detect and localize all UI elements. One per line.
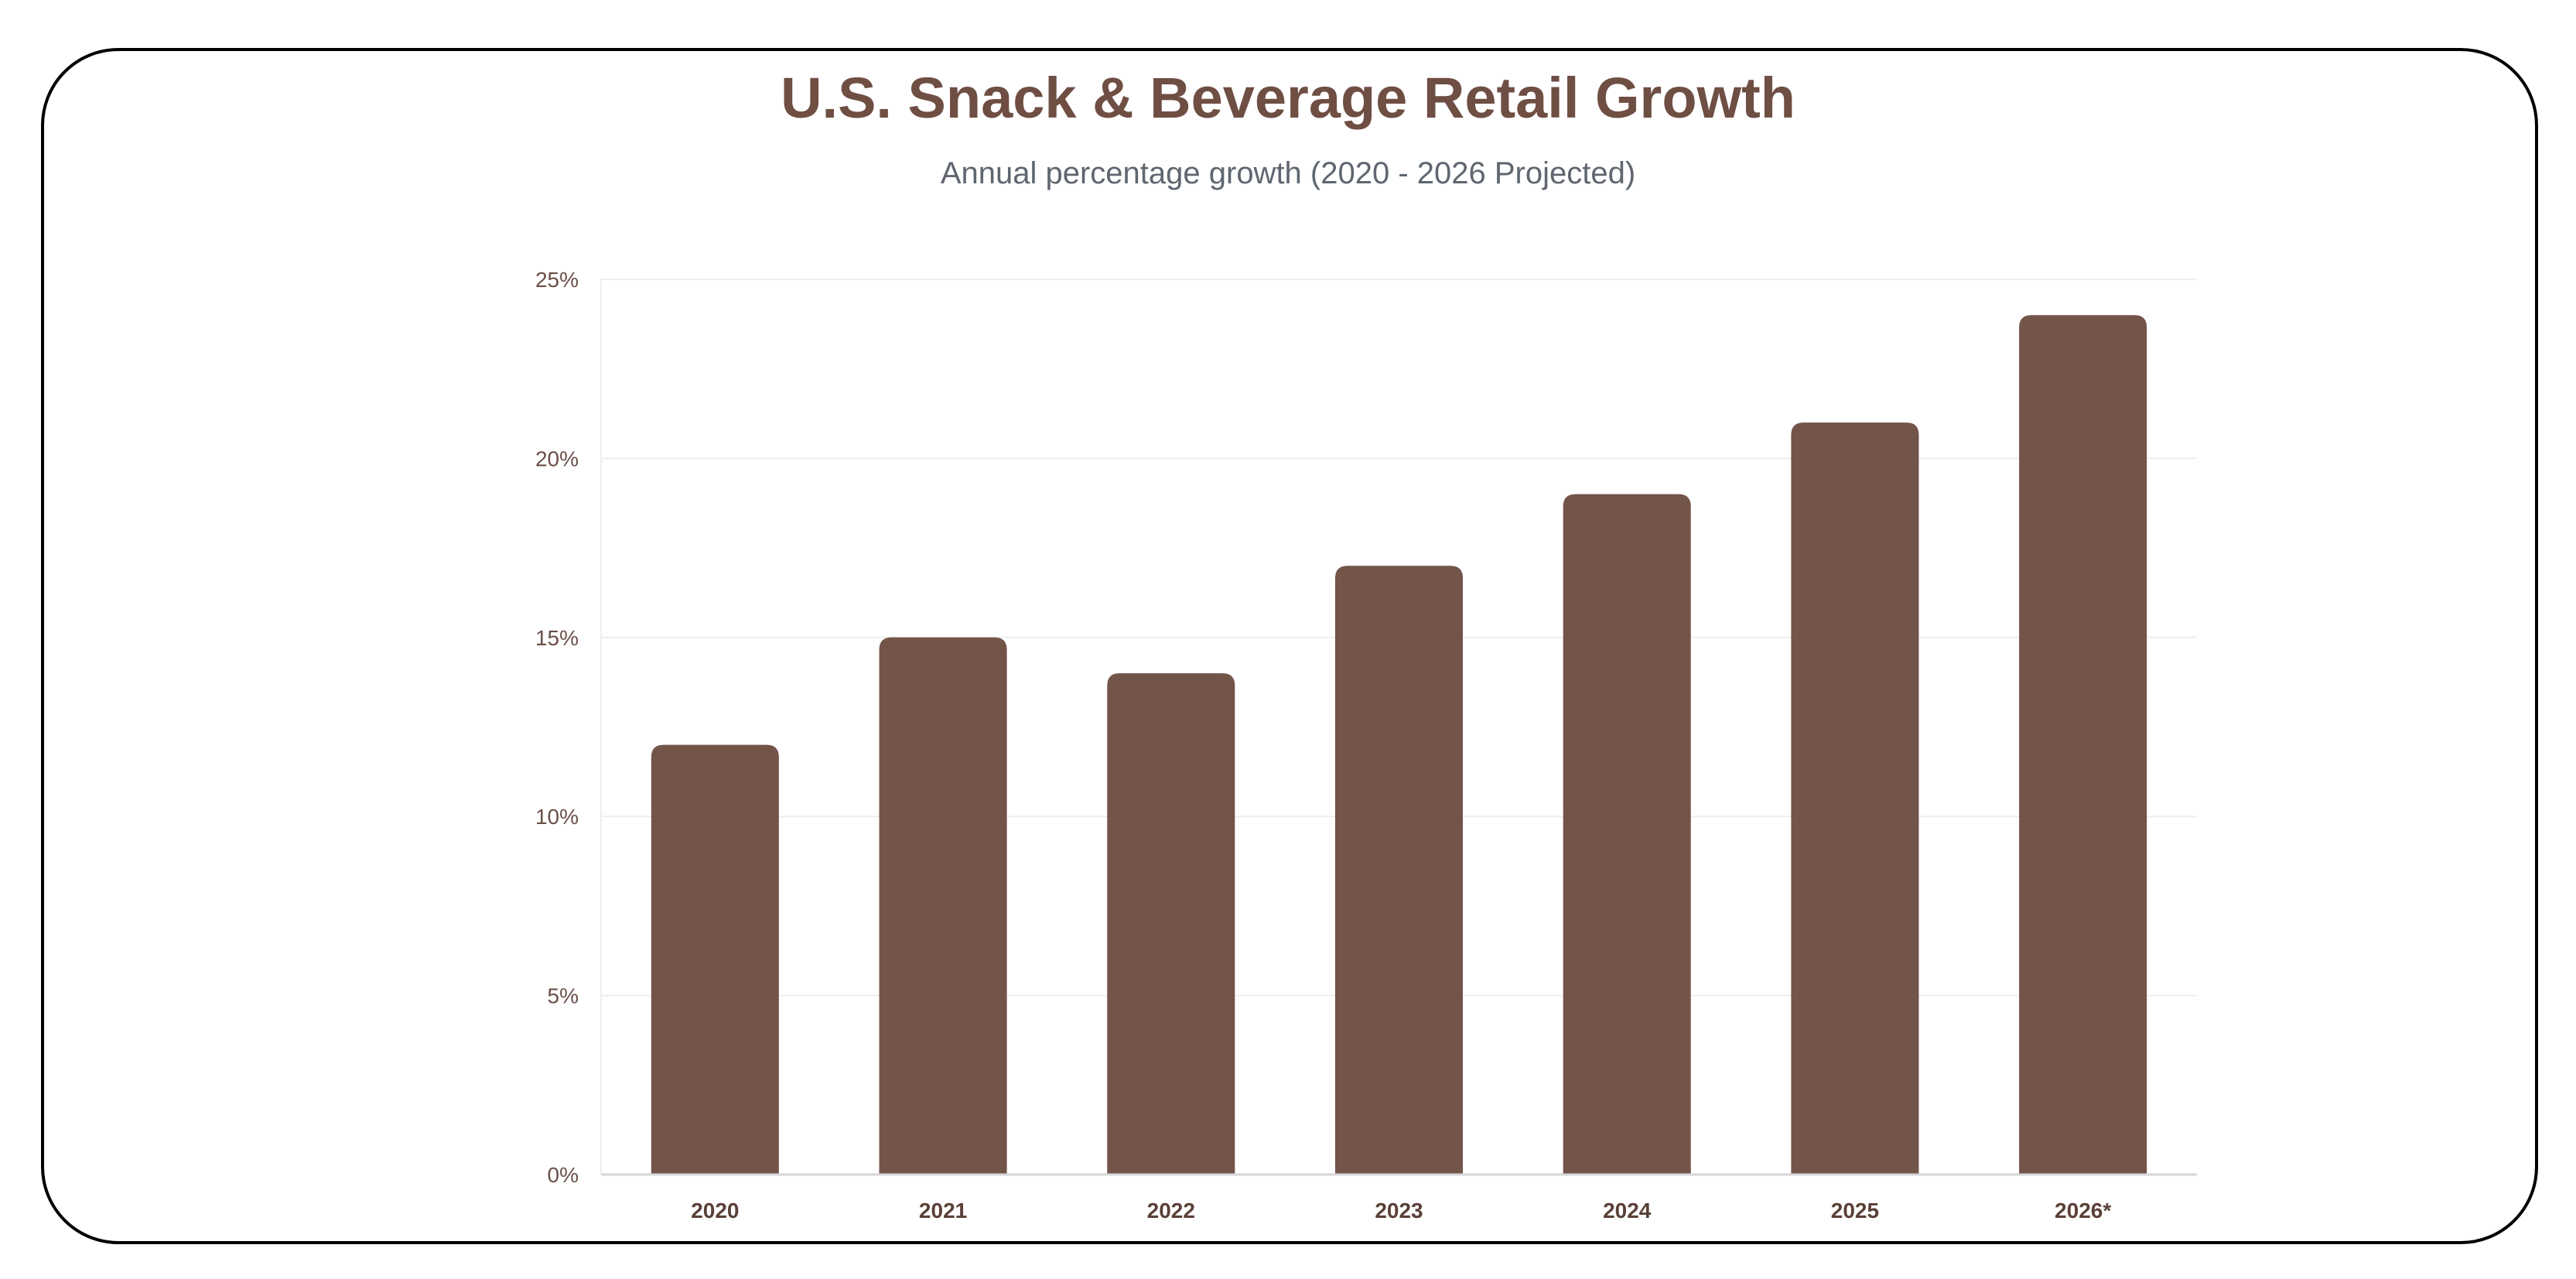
x-tick-label: 2020 — [691, 1199, 739, 1223]
y-tick-label: 15% — [535, 626, 579, 650]
bar — [2019, 315, 2147, 1175]
x-tick-label: 2022 — [1147, 1199, 1195, 1223]
x-tick-label: 2021 — [919, 1199, 967, 1223]
x-tick-label: 2023 — [1375, 1199, 1423, 1223]
y-tick-label: 20% — [535, 446, 579, 470]
bar — [1563, 494, 1691, 1175]
y-tick-label: 5% — [548, 984, 579, 1008]
chart-subtitle: Annual percentage growth (2020 - 2026 Pr… — [940, 156, 1636, 190]
y-tick-label: 25% — [535, 268, 579, 292]
bar — [651, 744, 779, 1175]
bar — [879, 637, 1007, 1175]
bar — [1334, 566, 1464, 1175]
x-tick-label: 2024 — [1603, 1199, 1652, 1223]
chart-title: U.S. Snack & Beverage Retail Growth — [781, 66, 1795, 130]
y-tick-label: 0% — [548, 1163, 579, 1187]
x-tick-label: 2026* — [2055, 1199, 2111, 1223]
x-tick-label: 2025 — [1831, 1199, 1879, 1223]
bar — [1107, 673, 1235, 1175]
y-tick-label: 10% — [535, 805, 579, 829]
bar — [1791, 422, 1919, 1175]
